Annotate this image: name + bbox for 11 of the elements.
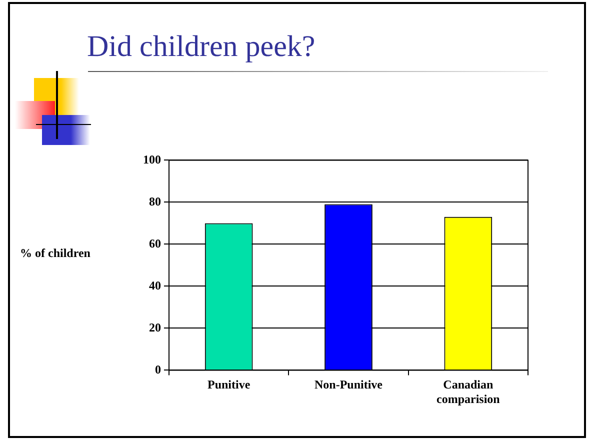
x-tick-label: Non-Punitive	[314, 377, 384, 392]
y-tick-label: 0	[155, 362, 161, 376]
x-tick-label: Canadian comparision	[436, 377, 500, 406]
y-tick-label: 80	[149, 194, 161, 208]
x-tick-label: Punitive	[207, 377, 251, 392]
y-tick-label: 60	[149, 236, 161, 250]
y-tick-label: 40	[149, 278, 161, 292]
y-tick-label: 100	[143, 152, 161, 166]
y-axis-title: % of children	[20, 246, 92, 261]
chart-title: Did children peek?	[87, 30, 316, 64]
y-tick-label: 20	[149, 320, 161, 334]
